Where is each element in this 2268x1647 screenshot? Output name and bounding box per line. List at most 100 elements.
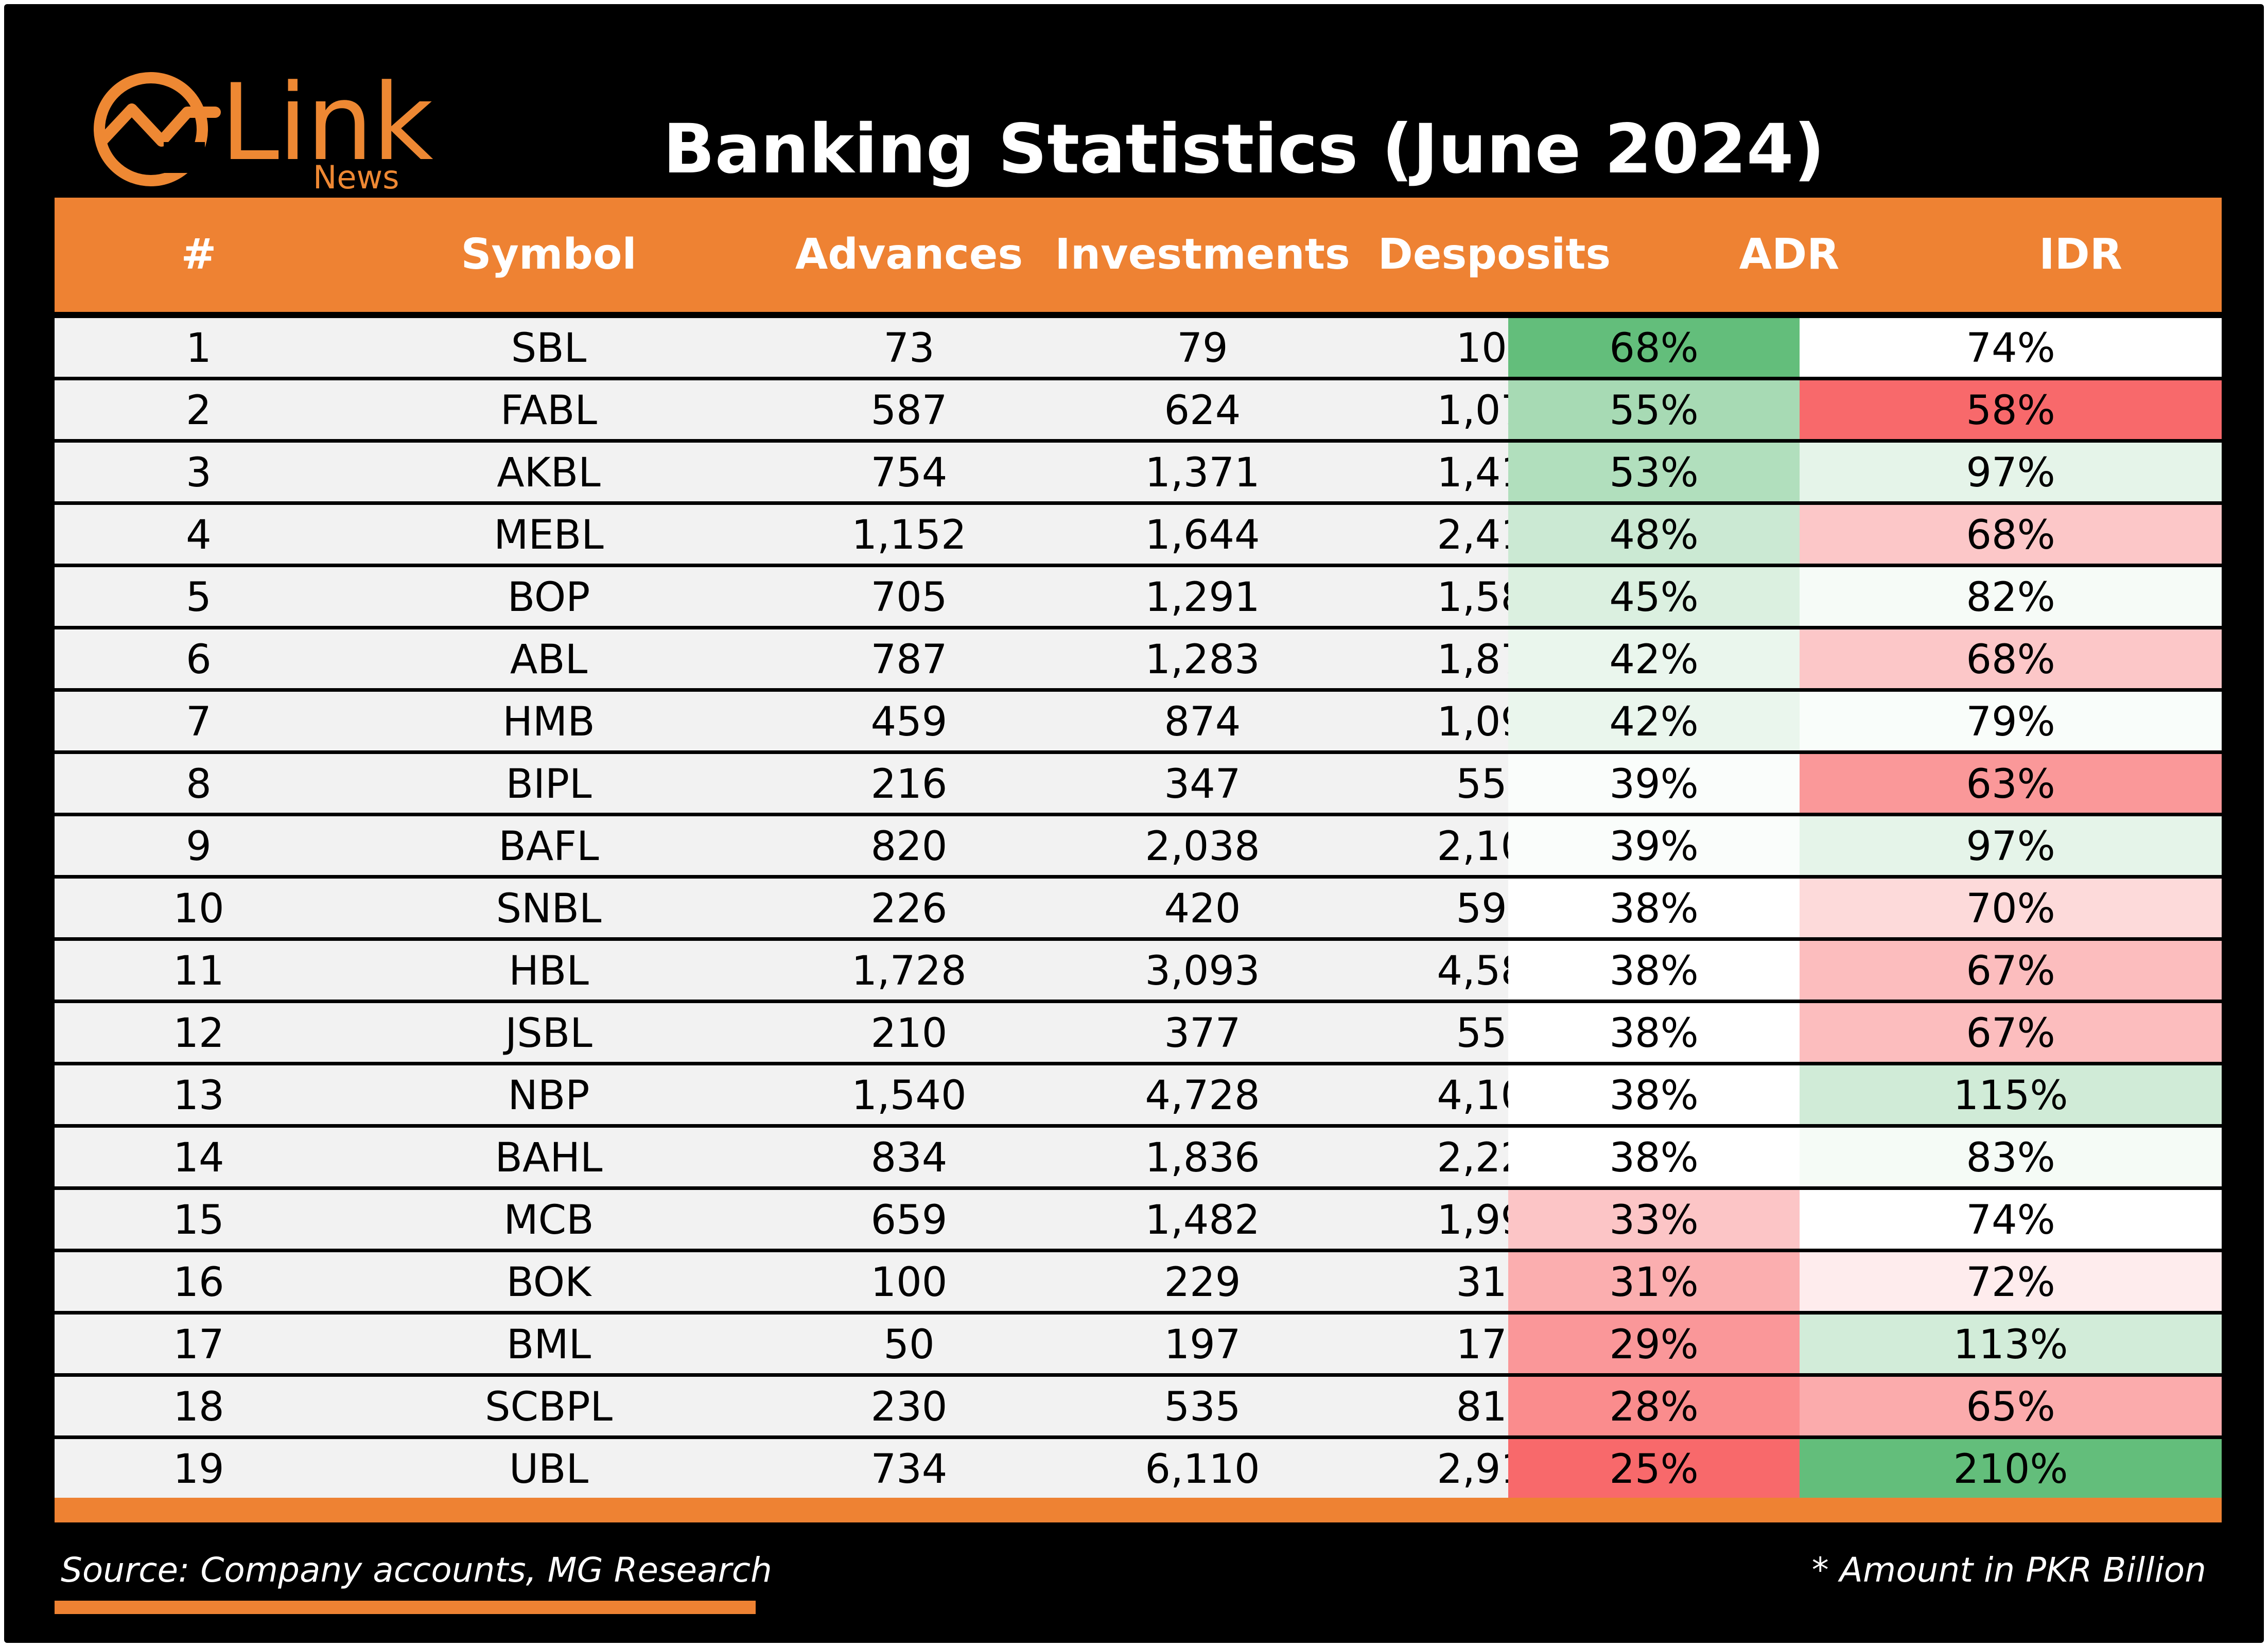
- table-row: 10 SNBL 226 420 597 38% 70%: [55, 879, 2222, 937]
- table-row: 3 AKBL 754 1,371 1,414 53% 97%: [55, 443, 2222, 501]
- table-row: 1 SBL 73 79 108 68% 74%: [55, 318, 2222, 377]
- cell-investments-col: 1,283: [1145, 637, 1260, 683]
- cell-investments-col: 4,728: [1145, 1073, 1260, 1119]
- cell-symbol-col: SCBPL: [485, 1384, 613, 1430]
- table-row: 12 JSBL 210 377 558 38% 67%: [55, 1003, 2222, 1062]
- cell-symbol-col: AKBL: [497, 450, 601, 496]
- cell-investments-col: 1,291: [1145, 574, 1260, 621]
- cell-adr-col: 38%: [1508, 879, 1800, 937]
- table-row: 13 NBP 1,540 4,728 4,104 38% 115%: [55, 1065, 2222, 1124]
- cell-symbol-col: UBL: [509, 1446, 589, 1493]
- cell-adr-col: 42%: [1508, 629, 1800, 688]
- table-row: 15 MCB 659 1,482 1,994 33% 74%: [55, 1190, 2222, 1249]
- cell-investments-col: 3,093: [1145, 948, 1260, 994]
- cell-advances-col: 734: [870, 1446, 948, 1493]
- cell-rank-col: 17: [173, 1322, 224, 1368]
- column-header-advances: Advances: [795, 230, 1023, 279]
- cell-investments-col: 874: [1164, 699, 1241, 745]
- cell-advances-col: 754: [870, 450, 948, 496]
- cell-rank-col: 18: [173, 1384, 224, 1430]
- cell-idr-col: 70%: [1800, 879, 2222, 937]
- cell-adr-col: 39%: [1508, 754, 1800, 813]
- cell-investments-col: 347: [1164, 761, 1241, 808]
- table-row: 11 HBL 1,728 3,093 4,584 38% 67%: [55, 941, 2222, 1000]
- cell-symbol-col: BAFL: [498, 824, 599, 870]
- cell-advances-col: 230: [870, 1384, 948, 1430]
- table-row: 16 BOK 100 229 318 31% 72%: [55, 1252, 2222, 1311]
- cell-investments-col: 535: [1164, 1384, 1241, 1430]
- cell-symbol-col: BIPL: [505, 761, 592, 808]
- cell-adr-col: 25%: [1508, 1439, 1800, 1498]
- cell-rank-col: 6: [186, 637, 212, 683]
- cell-symbol-col: SBL: [511, 325, 587, 372]
- cell-advances-col: 1,728: [851, 948, 967, 994]
- cell-adr-col: 42%: [1508, 692, 1800, 750]
- cell-rank-col: 5: [186, 574, 212, 621]
- cell-adr-col: 55%: [1508, 380, 1800, 439]
- cell-advances-col: 834: [870, 1135, 948, 1181]
- cell-investments-col: 2,038: [1145, 824, 1260, 870]
- cell-investments-col: 1,644: [1145, 512, 1260, 558]
- cell-rank-col: 16: [173, 1259, 224, 1306]
- cell-rank-col: 13: [173, 1073, 224, 1119]
- cell-adr-col: 38%: [1508, 1128, 1800, 1186]
- cell-adr-col: 33%: [1508, 1190, 1800, 1249]
- cell-idr-col: 113%: [1800, 1315, 2222, 1373]
- source-underline: [55, 1601, 756, 1614]
- table-row: 18 SCBPL 230 535 817 28% 65%: [55, 1377, 2222, 1435]
- cell-symbol-col: ABL: [510, 637, 588, 683]
- cell-advances-col: 820: [870, 824, 948, 870]
- table-row: 17 BML 50 197 174 29% 113%: [55, 1315, 2222, 1373]
- table-row: 6 ABL 787 1,283 1,877 42% 68%: [55, 629, 2222, 688]
- source-note: Source: Company accounts, MG Research: [61, 1550, 772, 1590]
- cell-adr-col: 31%: [1508, 1252, 1800, 1311]
- cell-symbol-col: MCB: [503, 1197, 594, 1243]
- cell-advances-col: 705: [870, 574, 948, 621]
- logo-mark-icon: [94, 72, 221, 186]
- table-row: 19 UBL 734 6,110 2,912 25% 210%: [55, 1439, 2222, 1498]
- cell-idr-col: 83%: [1800, 1128, 2222, 1186]
- cell-investments-col: 1,482: [1145, 1197, 1260, 1243]
- cell-rank-col: 19: [173, 1446, 224, 1493]
- cell-advances-col: 659: [870, 1197, 948, 1243]
- link-news-logo: Link News: [86, 62, 433, 196]
- cell-idr-col: 97%: [1800, 443, 2222, 501]
- cell-advances-col: 226: [870, 886, 948, 932]
- cell-idr-col: 58%: [1800, 380, 2222, 439]
- cell-rank-col: 10: [173, 886, 224, 932]
- table-row: 8 BIPL 216 347 551 39% 63%: [55, 754, 2222, 813]
- cell-idr-col: 68%: [1800, 505, 2222, 564]
- cell-adr-col: 29%: [1508, 1315, 1800, 1373]
- cell-adr-col: 48%: [1508, 505, 1800, 564]
- table-row: 4 MEBL 1,152 1,644 2,415 48% 68%: [55, 505, 2222, 564]
- page-title: Banking Statistics (June 2024): [663, 110, 1825, 189]
- column-header-idr: IDR: [2039, 230, 2122, 279]
- cell-advances-col: 787: [870, 637, 948, 683]
- cell-investments-col: 377: [1164, 1010, 1241, 1057]
- cell-idr-col: 74%: [1800, 318, 2222, 377]
- cell-advances-col: 459: [870, 699, 948, 745]
- cell-investments-col: 6,110: [1145, 1446, 1260, 1493]
- cell-idr-col: 63%: [1800, 754, 2222, 813]
- cell-investments-col: 624: [1164, 388, 1241, 434]
- cell-advances-col: 587: [870, 388, 948, 434]
- cell-symbol-col: BML: [506, 1322, 591, 1368]
- cell-symbol-col: HMB: [502, 699, 595, 745]
- cell-idr-col: 67%: [1800, 1003, 2222, 1062]
- cell-rank-col: 7: [186, 699, 212, 745]
- cell-adr-col: 68%: [1508, 318, 1800, 377]
- cell-rank-col: 15: [173, 1197, 224, 1243]
- cell-adr-col: 38%: [1508, 1003, 1800, 1062]
- cell-idr-col: 79%: [1800, 692, 2222, 750]
- cell-advances-col: 210: [870, 1010, 948, 1057]
- logo-brand-text: Link: [220, 62, 433, 184]
- cell-advances-col: 100: [870, 1259, 948, 1306]
- cell-idr-col: 210%: [1800, 1439, 2222, 1498]
- cell-adr-col: 45%: [1508, 567, 1800, 626]
- amount-note: * Amount in PKR Billion: [1811, 1550, 2206, 1590]
- cell-symbol-col: HBL: [509, 948, 589, 994]
- cell-advances-col: 1,540: [851, 1073, 967, 1119]
- cell-symbol-col: MEBL: [494, 512, 604, 558]
- cell-idr-col: 115%: [1800, 1065, 2222, 1124]
- table-bottom-bar: [55, 1498, 2222, 1522]
